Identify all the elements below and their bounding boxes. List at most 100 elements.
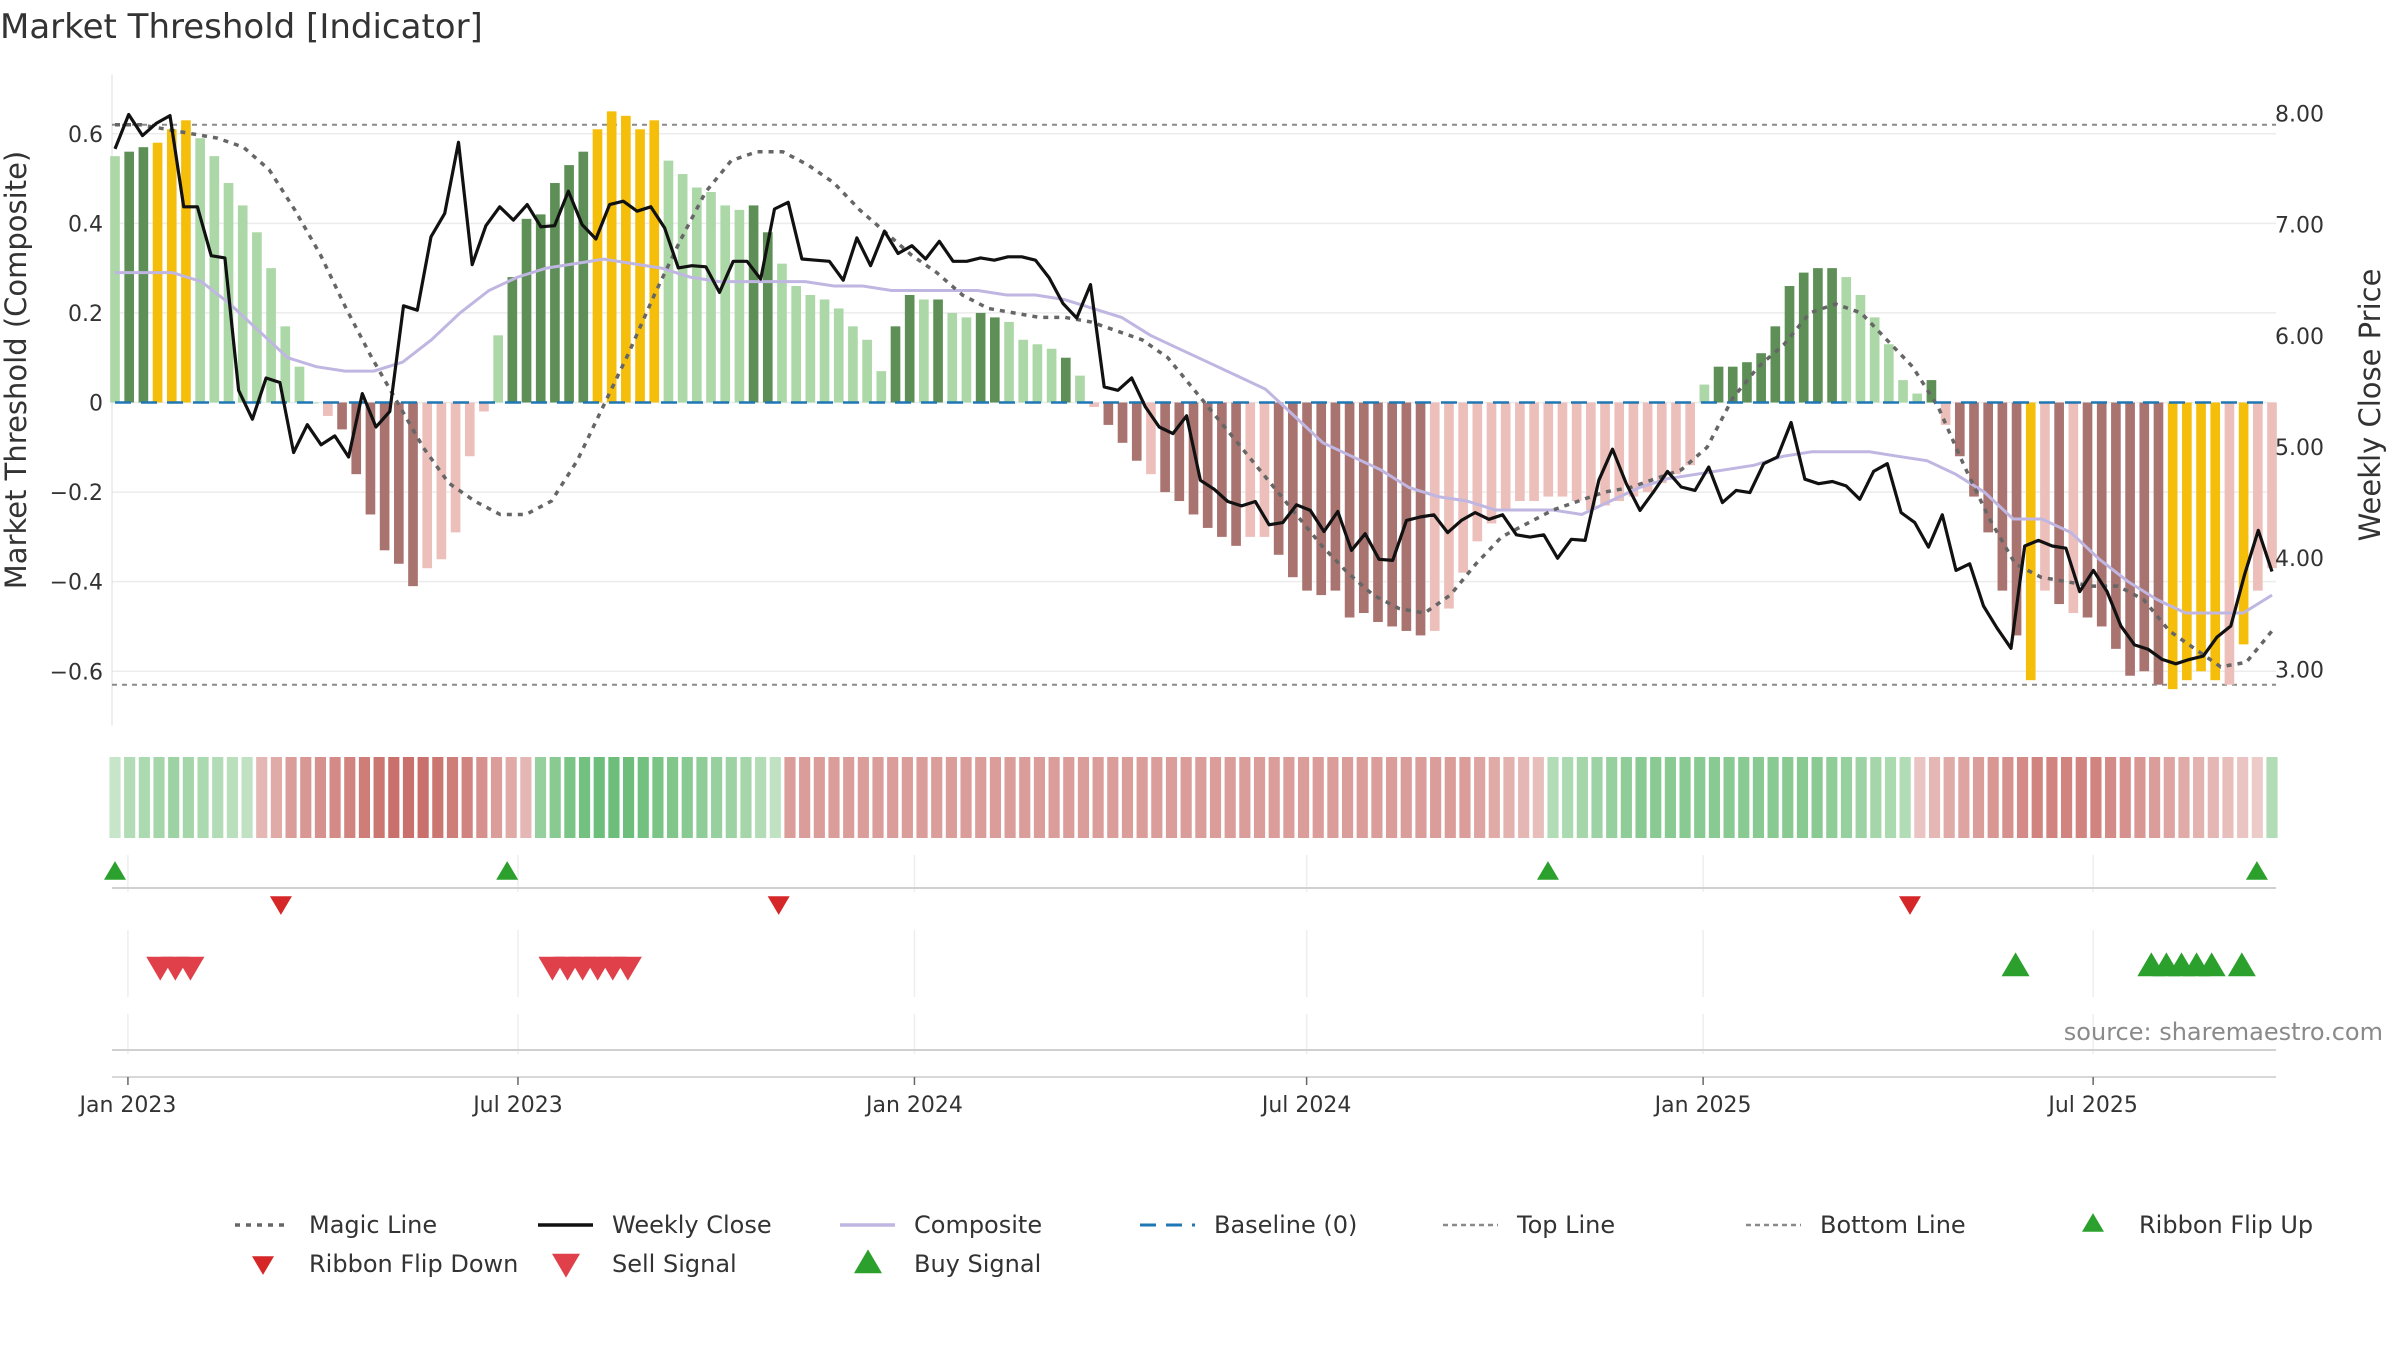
composite-bar xyxy=(1188,402,1199,515)
composite-bar xyxy=(1288,402,1298,578)
ribbon-segment xyxy=(1180,757,1192,838)
legend-label: Top Line xyxy=(1516,1211,1615,1239)
composite-bar xyxy=(1656,402,1667,484)
composite-bar xyxy=(1358,402,1369,614)
ribbon-segment xyxy=(1796,757,1809,838)
ribbon-segment xyxy=(755,757,767,838)
composite-bar xyxy=(1032,344,1043,403)
composite-bar xyxy=(1798,272,1809,403)
ribbon-segment xyxy=(1694,757,1706,838)
ribbon-segment xyxy=(1165,757,1178,838)
ribbon-segment xyxy=(887,757,899,838)
composite-bar xyxy=(1912,393,1923,403)
composite-bar xyxy=(138,147,149,403)
ribbon-flip-down-marker xyxy=(767,896,790,915)
ribbon-segment xyxy=(1430,757,1442,838)
composite-bar xyxy=(181,120,191,403)
ribbon-segment xyxy=(1752,757,1765,838)
composite-line xyxy=(115,257,2273,615)
ribbon-segment xyxy=(1195,757,1207,838)
right-y-ticks: 3.00 4.00 5.00 6.00 7.00 8.00 xyxy=(2275,102,2324,683)
ribbon-segment xyxy=(1151,757,1163,838)
ribbon-segment xyxy=(1474,757,1486,838)
composite-bar xyxy=(1614,402,1625,502)
ribbon-segment xyxy=(1943,757,1955,838)
ribbon-flip-down-marker xyxy=(1898,896,1921,915)
composite-bar xyxy=(1316,402,1327,596)
ribbon-segment xyxy=(1855,757,1867,838)
legend-swatch xyxy=(854,1249,882,1274)
buy-signal-marker xyxy=(2197,952,2226,977)
x-tick-label: Jan 2025 xyxy=(1653,1093,1752,1118)
ribbon-segment xyxy=(1708,757,1720,838)
ribbon-segment xyxy=(1767,757,1779,838)
ribbon-segment xyxy=(637,757,649,838)
ribbon-segment xyxy=(1532,757,1544,838)
ribbon-segment xyxy=(270,757,282,838)
composite-bar xyxy=(1642,402,1653,493)
composite-bar xyxy=(280,326,291,403)
composite-bar xyxy=(209,156,220,403)
ribbon-segment xyxy=(109,757,121,838)
ribbon-segment xyxy=(1928,757,1941,838)
ribbon-segment xyxy=(1811,757,1823,838)
composite-bar xyxy=(691,187,702,403)
composite-bar xyxy=(450,402,461,533)
composite-bar xyxy=(2054,402,2064,605)
magic-line xyxy=(115,123,2274,669)
signal-markers xyxy=(104,861,2268,1278)
composite-bar xyxy=(436,402,447,560)
ribbon-segment xyxy=(1723,757,1735,838)
ribbon-segment xyxy=(1914,757,1926,838)
composite-bar xyxy=(110,156,120,403)
ribbon-segment xyxy=(813,757,825,838)
composite-bar xyxy=(1273,402,1284,555)
ribbon-segment xyxy=(1386,757,1398,838)
composite-bar xyxy=(805,295,816,403)
composite-bar xyxy=(166,129,177,403)
composite-bar xyxy=(720,205,731,403)
ribbon-segment xyxy=(1268,757,1280,838)
composite-bar xyxy=(933,299,943,403)
ribbon-segment xyxy=(1415,757,1427,838)
ribbon-segment xyxy=(1518,757,1530,838)
composite-bar xyxy=(1628,402,1639,497)
ribbon-segment xyxy=(608,757,620,838)
ribbon-segment xyxy=(2060,757,2073,838)
ribbon-segment xyxy=(1562,757,1574,838)
composite-bar xyxy=(2252,402,2263,591)
composite-bar xyxy=(1075,375,1085,403)
legend-swatch xyxy=(552,1253,580,1278)
y2-tick-label: 6.00 xyxy=(2275,325,2324,350)
composite-bar xyxy=(2153,402,2164,685)
composite-bar xyxy=(337,402,347,430)
ribbon-segment xyxy=(476,757,488,838)
ribbon-segment xyxy=(1547,757,1559,838)
ribbon-segment xyxy=(1606,757,1618,838)
composite-bar xyxy=(351,402,362,475)
composite-bar xyxy=(706,191,716,403)
composite-bar xyxy=(990,317,1000,403)
legend-label: Baseline (0) xyxy=(1214,1211,1357,1239)
ribbon-segment xyxy=(1283,757,1295,838)
ribbon-segment xyxy=(534,757,547,838)
composite-bar xyxy=(1089,402,1099,407)
y-tick-label: 0.2 xyxy=(68,302,103,327)
ribbon-segment xyxy=(1341,757,1354,838)
composite-bar xyxy=(578,151,589,403)
trend-ribbon xyxy=(109,757,2278,838)
ribbon-segment xyxy=(843,757,855,838)
composite-bar xyxy=(819,299,830,403)
ribbon-segment xyxy=(769,757,781,838)
ribbon-segment xyxy=(285,757,297,838)
legend-label: Bottom Line xyxy=(1820,1211,1966,1239)
ribbon-segment xyxy=(1620,757,1632,838)
y2-tick-label: 5.00 xyxy=(2275,436,2324,461)
ribbon-segment xyxy=(1297,757,1310,838)
composite-bar xyxy=(1727,366,1738,403)
composite-bar xyxy=(1529,402,1539,502)
legend-label: Composite xyxy=(914,1211,1042,1239)
composite-bar xyxy=(1954,402,1965,457)
composite-bar xyxy=(2139,402,2150,672)
composite-bar xyxy=(1004,321,1014,403)
